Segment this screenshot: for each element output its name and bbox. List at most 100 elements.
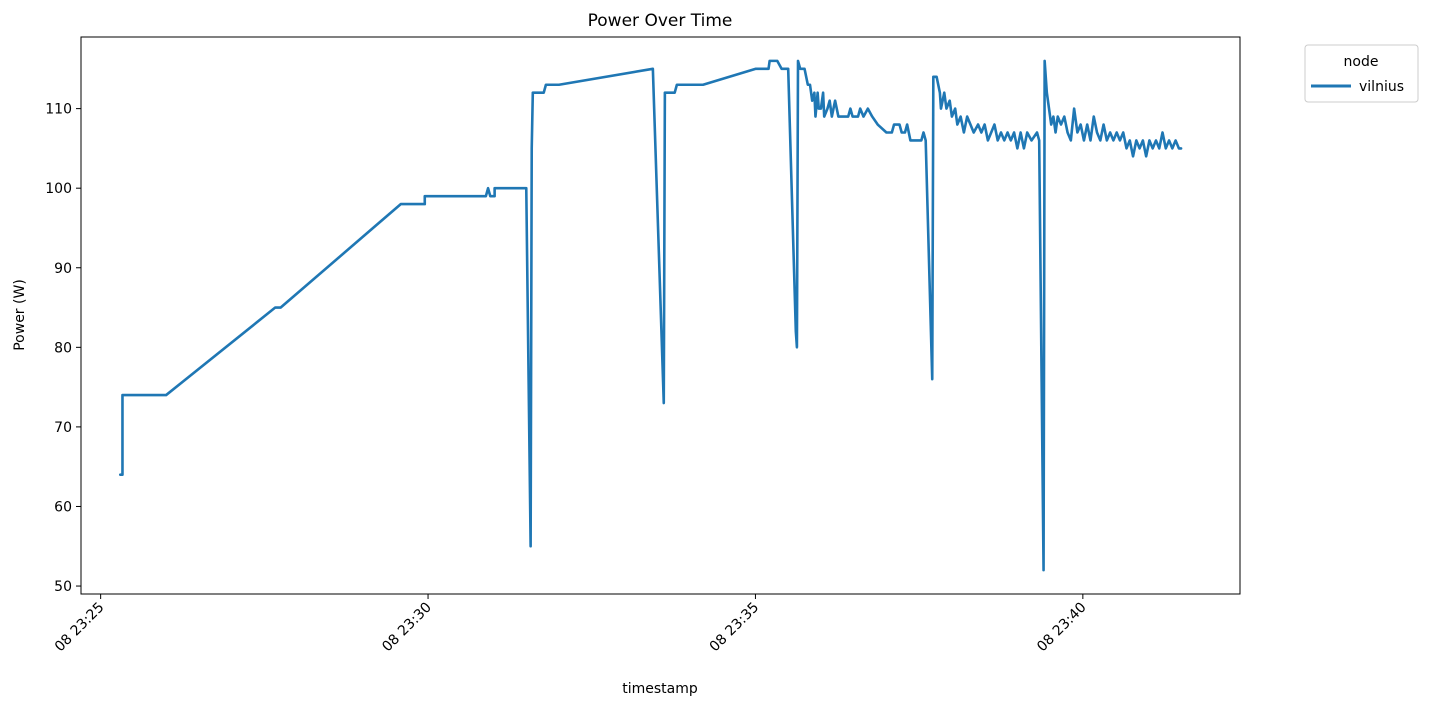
data-point [935,75,938,78]
x-axis-label: timestamp [622,681,698,697]
data-point [121,473,124,476]
data-point [1174,139,1177,142]
data-point [489,195,492,198]
data-point [820,107,823,110]
data-point [1046,91,1049,94]
legend-label-vilnius: vilnius [1359,79,1404,95]
data-point [931,378,934,381]
data-point [980,131,983,134]
data-point [529,545,532,548]
data-point [891,131,894,134]
data-point [121,394,124,397]
data-point [662,402,665,405]
data-point [963,131,966,134]
data-point [1030,139,1033,142]
data-point [768,60,771,63]
data-point [1042,569,1045,572]
data-point [972,131,975,134]
data-point [1168,139,1171,142]
data-point [1052,115,1055,118]
data-point [1180,147,1183,150]
data-point [900,131,903,134]
data-point [959,115,962,118]
data-point [1036,131,1039,134]
data-point [1102,123,1105,126]
data-point [525,187,528,190]
data-point [814,115,817,118]
y-tick-label: 90 [54,261,72,277]
data-point [956,123,959,126]
data-point [987,139,990,142]
data-point [676,83,679,86]
data-point [1148,139,1151,142]
data-point [885,131,888,134]
data-point [1092,115,1095,118]
chart-title: Power Over Time [588,11,733,31]
data-point [993,123,996,126]
y-axis-label: Power (W) [12,279,28,351]
data-point [831,115,834,118]
data-point [673,91,676,94]
data-point [165,394,168,397]
data-point [1086,123,1089,126]
data-point [1070,139,1073,142]
data-point [837,115,840,118]
legend-box [1304,44,1419,103]
y-tick-label: 70 [54,420,72,436]
data-point [1006,131,1009,134]
legend[interactable]: node vilnius [1304,44,1419,103]
data-point [1099,139,1102,142]
data-point [1115,131,1118,134]
data-point [1083,139,1086,142]
data-point [920,139,923,142]
data-point [558,83,561,86]
data-point [939,91,942,94]
data-point [983,123,986,126]
data-point [1016,147,1019,150]
data-point [1013,131,1016,134]
data-point [399,203,402,206]
data-point [813,91,816,94]
data-point [822,91,825,94]
data-point [893,123,896,126]
data-point [1161,131,1164,134]
data-point [487,187,490,190]
data-point [1054,131,1057,134]
data-point [1125,147,1128,150]
data-point [851,115,854,118]
data-point [862,115,865,118]
data-point [1050,123,1053,126]
data-point [951,115,954,118]
data-point [1079,123,1082,126]
y-tick-label: 110 [45,102,72,118]
data-point [1096,131,1099,134]
data-point [924,139,927,142]
data-point [274,306,277,309]
data-point [1145,155,1148,158]
data-point [867,107,870,110]
data-point [849,107,852,110]
data-point [1023,147,1026,150]
data-point [1043,60,1046,63]
series-line-vilnius [118,59,1183,572]
data-point [493,187,496,190]
data-point [664,91,667,94]
data-point [1026,131,1029,134]
data-point [1138,147,1141,150]
data-point [1089,139,1092,142]
data-point [1106,139,1109,142]
data-point [702,83,705,86]
data-point [485,195,488,198]
data-point [834,99,837,102]
data-point [1119,139,1122,142]
data-point [423,195,426,198]
data-point [787,68,790,71]
data-point [799,68,802,71]
data-point [652,68,655,71]
data-point [876,123,879,126]
data-point [990,131,993,134]
data-point [904,131,907,134]
data-point [776,60,779,63]
data-point [1109,131,1112,134]
